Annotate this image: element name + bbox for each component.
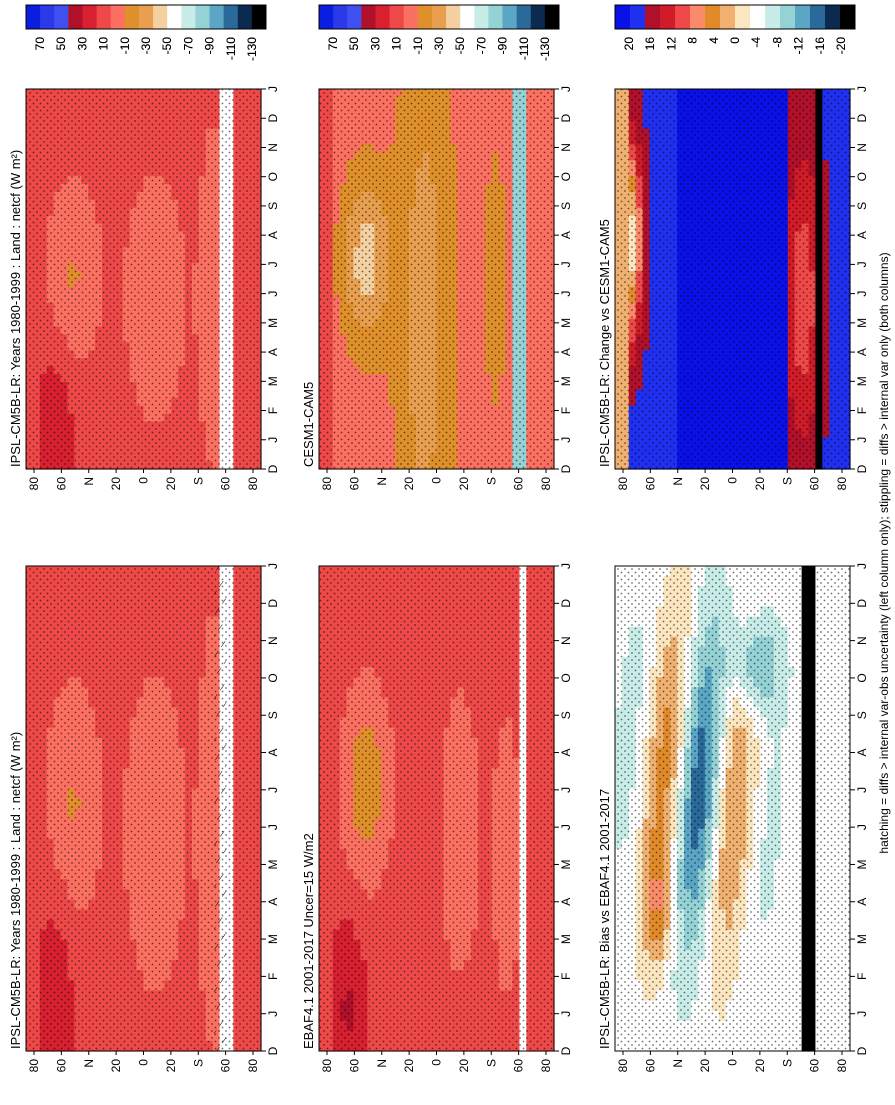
- colorbar-swatch: [54, 5, 69, 29]
- colorbar-label: 50: [54, 37, 68, 51]
- month-label: O: [266, 673, 280, 682]
- lat-label: 80: [246, 477, 260, 491]
- colorbar-label: -110: [224, 37, 238, 60]
- month-label: J: [266, 824, 280, 830]
- panel-p2: D J F M A M J J A S O N D J 80 60 N 20 0 20 S 60 80 IPSL-CM5B-L…: [8, 4, 280, 491]
- colorbar-label: 30: [75, 37, 89, 51]
- colorbar-label: -90: [203, 37, 217, 55]
- lat-label: N: [82, 1059, 96, 1068]
- month-label: A: [266, 898, 280, 906]
- colorbar-label: -90: [203, 37, 217, 55]
- panel-title: IPSL-CM5B-LR: Years 1980-1999 : Land : n…: [8, 150, 23, 467]
- month-label: J: [266, 787, 280, 793]
- month-label: D: [266, 1046, 280, 1055]
- month-label: N: [266, 636, 280, 645]
- lat-label: 80: [27, 1059, 41, 1073]
- panel-title: IPSL-CM5B-LR: Years 1980-1999 : Land : n…: [8, 732, 23, 1049]
- lat-label: 0: [137, 1059, 151, 1066]
- colorbar-swatch: [68, 5, 83, 29]
- month-label: F: [266, 407, 280, 414]
- stippling-overlay: [26, 89, 261, 469]
- colorbar-label: 10: [97, 37, 111, 51]
- lat-label: S: [191, 1059, 205, 1067]
- colorbar-label: 10: [97, 37, 111, 51]
- lat-label: S: [191, 477, 205, 485]
- colorbar-swatch: [124, 5, 140, 29]
- colorbar-label: -30: [139, 37, 153, 55]
- lat-label: 0: [137, 477, 151, 484]
- month-label: N: [266, 143, 280, 152]
- month-label: O: [266, 172, 280, 181]
- month-label: S: [266, 711, 280, 719]
- colorbar-label: 30: [75, 37, 89, 51]
- month-label: J: [266, 86, 280, 92]
- lat-label: 60: [219, 1059, 233, 1073]
- hatching-overlay: [214, 566, 226, 1051]
- colorbar-swatch: [209, 5, 225, 29]
- colorbar-swatch: [153, 5, 168, 29]
- colorbar-label: 50: [54, 37, 68, 51]
- month-label: A: [266, 231, 280, 239]
- month-label: M: [266, 859, 280, 869]
- month-label: D: [266, 114, 280, 123]
- colorbar-label: -70: [181, 37, 195, 55]
- month-label: M: [266, 318, 280, 328]
- colorbar-label: -10: [118, 37, 132, 55]
- month-label: J: [266, 1011, 280, 1017]
- month-label: D: [266, 599, 280, 608]
- colorbar-swatch: [82, 5, 97, 29]
- lat-label: 80: [27, 477, 41, 491]
- month-label: M: [266, 376, 280, 386]
- colorbar-label: -50: [160, 37, 174, 55]
- colorbar-swatch: [181, 5, 196, 29]
- colorbar-label: -130: [245, 37, 259, 61]
- colorbar-swatch: [223, 5, 239, 29]
- lat-label: 20: [164, 1059, 178, 1073]
- lat-label: 80: [246, 1059, 260, 1073]
- colorbar-swatch: [110, 5, 126, 29]
- colorbar-label: -70: [181, 37, 195, 55]
- lat-label: 20: [109, 477, 123, 491]
- panel-p1: D J F M A M J J A S O N D J 80 60 N 20 0 20 S 60 80 IPSL-CM5B-L…: [8, 4, 280, 1073]
- colorbar-label: -110: [224, 37, 238, 60]
- colorbar-swatch: [26, 5, 41, 29]
- lat-label: 60: [54, 1059, 68, 1073]
- panel-grid: D J F M A M J J A S O N D J 80 60 N 20 0 20 S 60 80 IPSL-CM5B-L…: [8, 4, 869, 1073]
- colorbar-swatch: [40, 5, 55, 29]
- month-label: M: [266, 934, 280, 944]
- colorbar-swatch: [96, 5, 112, 29]
- colorbar-frame: [25, 4, 267, 30]
- colorbar-swatch: [237, 5, 253, 29]
- colorbar-label: 70: [33, 37, 47, 51]
- colorbar-label: -50: [160, 37, 174, 55]
- lat-label: 60: [219, 477, 233, 491]
- month-label: A: [266, 749, 280, 757]
- colorbar-swatch: [167, 5, 182, 29]
- colorbar-swatch: [251, 5, 267, 29]
- month-label: J: [266, 563, 280, 569]
- lat-label: 20: [164, 477, 178, 491]
- month-label: J: [266, 261, 280, 267]
- colorbar-label: 70: [33, 37, 47, 51]
- month-label: F: [266, 973, 280, 980]
- colorbar-label: -130: [245, 37, 259, 61]
- month-label: D: [266, 464, 280, 473]
- lat-label: 60: [54, 477, 68, 491]
- month-label: J: [266, 291, 280, 297]
- colorbar-swatch: [195, 5, 210, 29]
- month-label: A: [266, 348, 280, 356]
- colorbar-swatch: [138, 5, 154, 29]
- lat-label: 20: [109, 1059, 123, 1073]
- lat-label: N: [82, 477, 96, 486]
- month-label: S: [266, 202, 280, 210]
- month-label: J: [266, 437, 280, 443]
- colorbar-label: -10: [118, 37, 132, 55]
- colorbar-label: -30: [139, 37, 153, 55]
